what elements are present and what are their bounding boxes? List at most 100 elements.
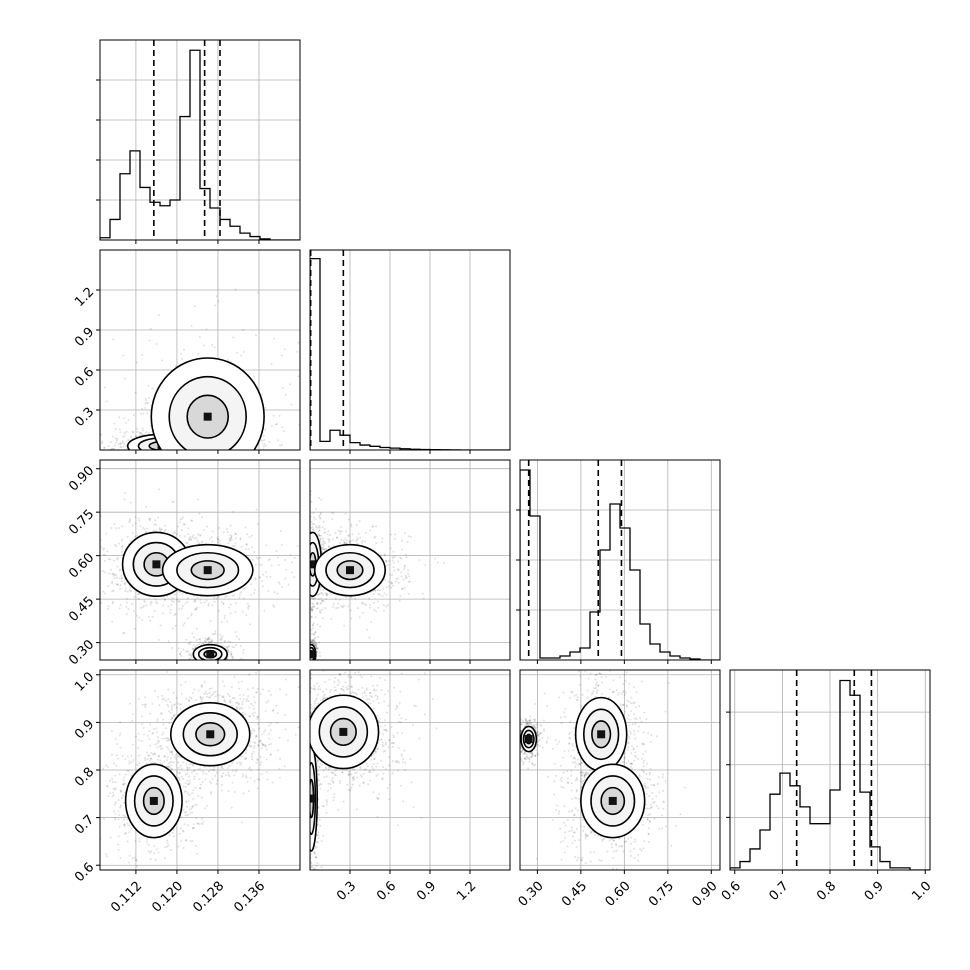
point-2-0-2-0 [199,640,202,643]
point-2-1-1-582 [304,549,306,551]
point-3-0-0-78 [117,818,120,821]
point-3-0-0-269 [185,839,188,842]
ytick-label-2-3: 0.75 [66,507,97,538]
point-2-0-1-532 [243,597,246,600]
point-2-1-1-15 [306,569,308,571]
point-2-1-2-78 [306,650,308,652]
point-2-1-1-43 [381,541,384,544]
point-2-0-2-143 [227,645,230,648]
point-2-1-1-105 [347,518,350,521]
point-3-0-0-318 [121,796,124,799]
point-2-0-1-42 [196,540,199,543]
point-2-1-0-141 [314,524,317,527]
point-2-1-2-338 [314,645,317,648]
point-2-1-0-169 [301,574,303,576]
point-2-0-0-461 [129,586,132,589]
point-2-0-0-306 [170,599,173,602]
point-1-0-1-557 [188,452,190,454]
point-2-0-0-429 [206,525,209,528]
point-2-0-1-164 [120,577,123,580]
point-1-0-1-19 [221,465,223,467]
point-3-0-0-89 [123,832,126,835]
point-2-1-1-435 [369,529,372,532]
point-2-0-1-375 [126,535,129,538]
point-3-0-0-4 [145,841,148,844]
density-peak-2-0-2 [206,650,215,659]
point-2-0-2-94 [212,661,214,663]
point-3-0-0-237 [150,757,153,760]
point-1-0-2-271 [261,440,264,443]
point-3-0-0-79 [196,822,199,825]
point-2-0-1-18 [250,593,253,596]
point-2-1-0-117 [300,552,302,554]
point-2-0-1-298 [254,563,257,566]
point-2-1-1-459 [398,599,401,602]
point-2-1-0-7 [321,526,324,529]
point-2-0-1-384 [228,534,231,537]
ytick-label-2-4: 0.90 [66,463,97,494]
point-2-1-2-115 [317,662,319,664]
point-1-0-2-17 [263,470,265,472]
point-2-1-0-36 [307,590,309,592]
point-2-1-2-97 [305,650,307,652]
point-3-0-0-196 [192,778,195,781]
point-2-1-1-289 [383,592,386,595]
point-3-0-0-190 [122,794,125,797]
point-1-0-2-21 [297,341,300,344]
point-2-0-1-348 [261,579,264,582]
point-2-0-0-487 [198,512,201,515]
point-1-0-0-443 [211,465,213,467]
point-3-0-0-159 [180,840,183,843]
point-1-0-2-132 [238,453,240,455]
point-2-0-1-57 [215,597,218,600]
point-1-0-2-145 [147,385,150,388]
point-2-1-0-57 [303,586,305,588]
point-1-0-1-535 [222,457,224,459]
point-2-1-1-50 [295,541,297,543]
point-2-1-1-551 [332,512,335,515]
point-2-1-2-223 [309,663,311,665]
point-1-0-0-236 [142,464,144,466]
point-3-0-0-287 [119,806,122,809]
point-1-0-1-347 [164,455,166,457]
point-2-0-1-271 [224,595,227,598]
point-2-0-1-317 [232,510,235,513]
point-2-1-2-337 [306,638,308,640]
point-2-1-1-93 [311,624,314,627]
point-2-1-0-267 [303,516,305,518]
point-3-0-0-315 [192,823,195,826]
point-2-0-1-586 [196,596,199,599]
point-2-0-2-246 [199,664,201,666]
point-2-0-2-184 [215,665,217,667]
point-2-0-0-511 [164,524,167,527]
point-2-1-2-235 [306,651,308,653]
point-1-0-2-119 [296,350,299,353]
point-3-0-0-316 [110,730,113,733]
point-2-0-2-287 [206,662,208,664]
point-2-0-1-124 [243,587,246,590]
point-1-0-2-179 [215,295,218,298]
panel-0-0 [96,39,301,244]
point-2-0-2-323 [230,653,233,656]
point-2-1-0-403 [321,537,324,540]
point-2-1-2-142 [307,656,309,658]
point-1-0-0-382 [186,473,188,475]
point-1-0-0-122 [120,446,123,449]
point-2-0-0-524 [118,569,121,572]
point-2-1-0-279 [302,516,304,518]
point-1-0-0-276 [127,452,129,454]
point-2-0-0-432 [138,616,141,619]
point-1-0-0-352 [202,457,204,459]
point-1-0-1-421 [210,456,212,458]
point-2-0-1-466 [156,602,159,605]
point-2-0-1-563 [280,544,283,547]
point-3-0-0-134 [166,845,169,848]
point-3-0-0-33 [202,770,205,773]
point-2-0-1-485 [209,619,212,622]
point-2-0-0-11 [106,550,109,553]
point-2-1-1-216 [403,586,406,589]
point-2-0-1-33 [278,582,281,585]
point-1-0-2-299 [105,400,108,403]
point-2-0-2-112 [214,665,216,667]
point-1-0-1-523 [212,458,214,460]
